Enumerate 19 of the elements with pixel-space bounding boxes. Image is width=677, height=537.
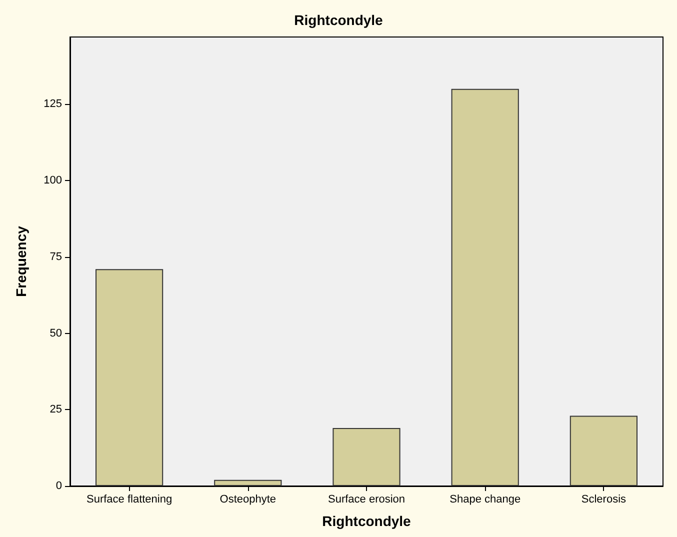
- y-tick-label: 125: [44, 98, 62, 110]
- bar: [570, 416, 638, 486]
- bar: [214, 480, 282, 486]
- y-axis-title: Frequency: [13, 226, 29, 297]
- x-tick-label: Osteophyte: [220, 494, 276, 506]
- chart-title: Rightcondyle: [294, 12, 384, 28]
- y-tick-label: 0: [56, 480, 62, 492]
- x-tick-label: Surface flattening: [86, 494, 172, 506]
- y-tick-label: 75: [50, 250, 62, 263]
- bar: [332, 428, 400, 486]
- y-tick-label: 50: [50, 327, 62, 340]
- y-tick-label: 25: [50, 404, 62, 416]
- bar: [451, 88, 519, 486]
- y-tick-label: 100: [44, 174, 62, 187]
- x-axis-title: Rightcondyle: [322, 513, 412, 529]
- bar: [96, 269, 164, 486]
- x-tick-label: Sclerosis: [581, 494, 627, 506]
- x-tick-label: Surface erosion: [328, 494, 406, 506]
- x-tick-label: Shape change: [450, 494, 521, 506]
